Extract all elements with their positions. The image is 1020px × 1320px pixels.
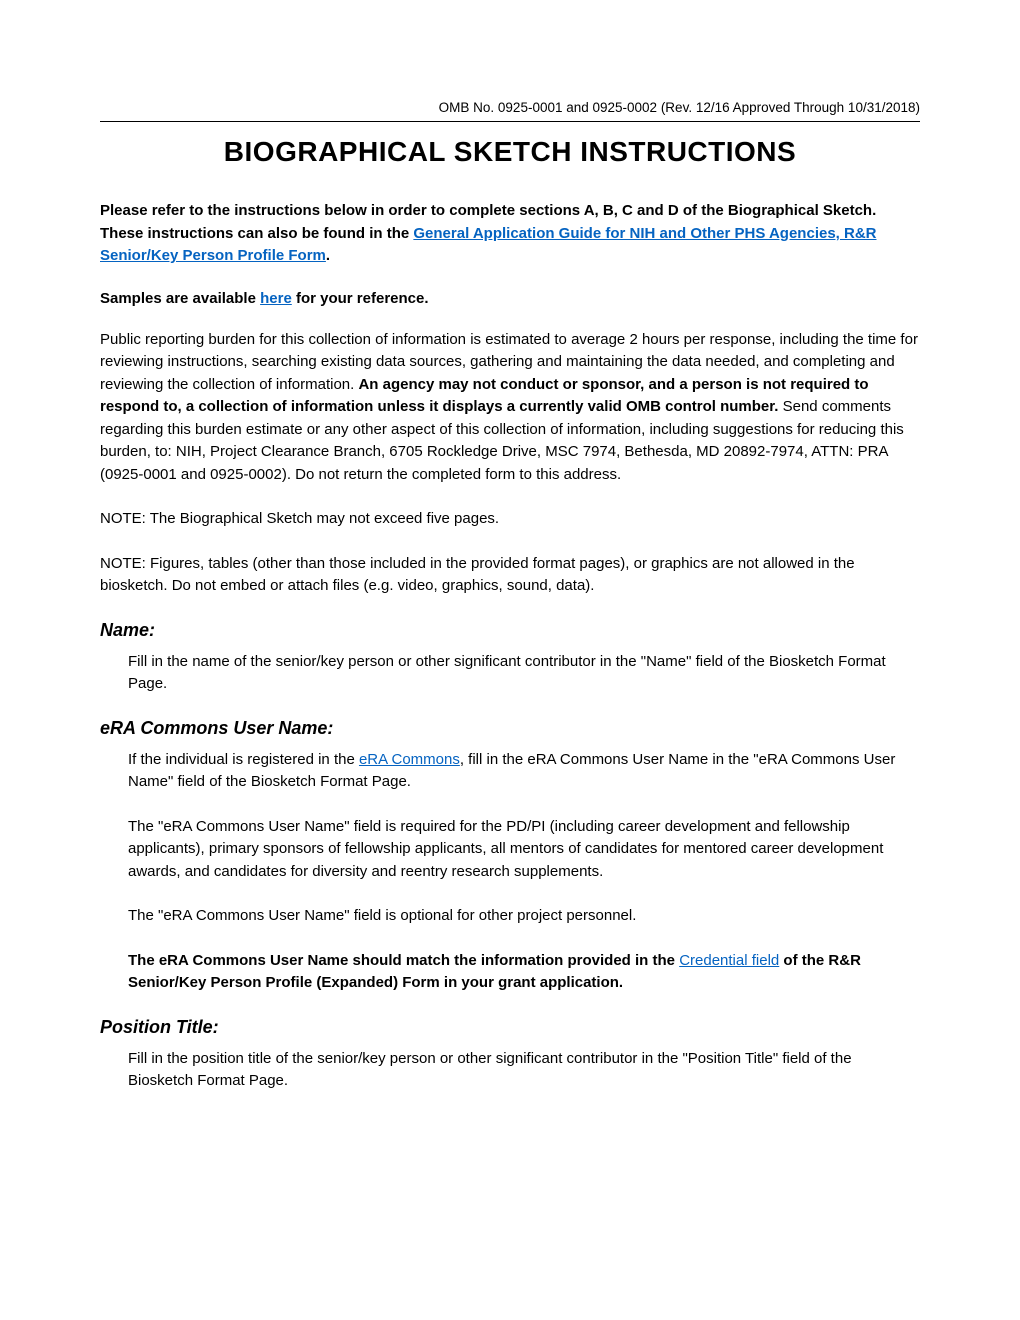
section-era-p4: The eRA Commons User Name should match t… — [128, 950, 920, 995]
section-position-body: Fill in the position title of the senior… — [128, 1048, 920, 1093]
samples-suffix: for your reference. — [292, 290, 429, 307]
credential-field-link[interactable]: Credential field — [679, 952, 779, 969]
samples-prefix: Samples are available — [100, 290, 260, 307]
section-era-heading: eRA Commons User Name: — [100, 718, 920, 739]
omb-header: OMB No. 0925-0001 and 0925-0002 (Rev. 12… — [100, 100, 920, 115]
samples-link[interactable]: here — [260, 290, 292, 307]
section-era-p1: If the individual is registered in the e… — [128, 749, 920, 794]
section-era-p2: The "eRA Commons User Name" field is req… — [128, 816, 920, 884]
era-p1-prefix: If the individual is registered in the — [128, 751, 359, 768]
section-era-p3: The "eRA Commons User Name" field is opt… — [128, 905, 920, 928]
section-name-body: Fill in the name of the senior/key perso… — [128, 651, 920, 696]
intro-paragraph: Please refer to the instructions below i… — [100, 200, 920, 268]
section-name-heading: Name: — [100, 620, 920, 641]
samples-paragraph: Samples are available here for your refe… — [100, 290, 920, 307]
era-commons-link[interactable]: eRA Commons — [359, 751, 460, 768]
burden-paragraph: Public reporting burden for this collect… — [100, 329, 920, 487]
page-title: BIOGRAPHICAL SKETCH INSTRUCTIONS — [100, 136, 920, 168]
note-2: NOTE: Figures, tables (other than those … — [100, 553, 920, 598]
intro-suffix: . — [326, 247, 330, 264]
note-1: NOTE: The Biographical Sketch may not ex… — [100, 508, 920, 531]
section-position-heading: Position Title: — [100, 1017, 920, 1038]
era-p4-prefix: The eRA Commons User Name should match t… — [128, 952, 679, 969]
divider — [100, 121, 920, 122]
